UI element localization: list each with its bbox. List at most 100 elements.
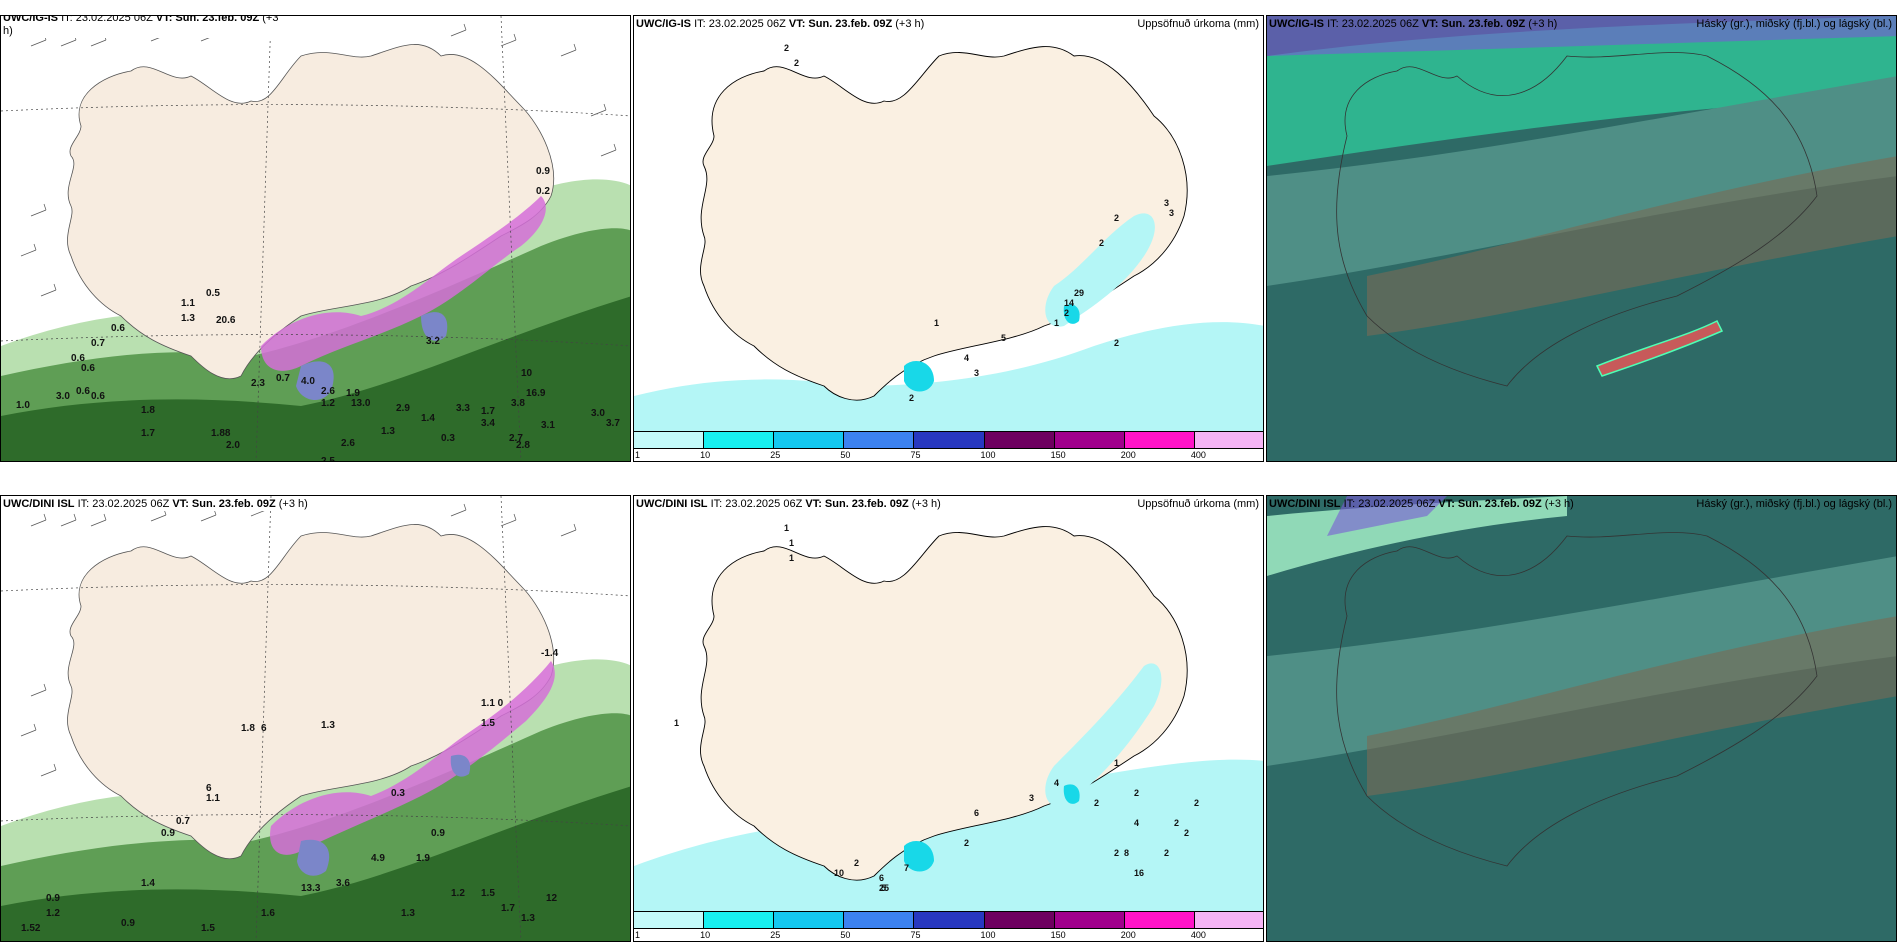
lead-time: (+3 h)	[1528, 18, 1558, 30]
map-value-label: 4.0	[301, 376, 315, 387]
map-value-label: 0.2	[536, 186, 550, 197]
precip-colorbar: 1 10 25 50 75 100 150 200 400	[634, 911, 1263, 941]
map-value-label: 2.3	[251, 378, 265, 389]
map-value-label: -1.4	[541, 648, 559, 659]
map-value-label: 1.3	[321, 720, 335, 731]
map-value-label: 3	[974, 368, 979, 378]
cloud-map-top	[1267, 16, 1896, 461]
map-value-label: 2.6	[321, 386, 335, 397]
colorbar-label: 400	[1190, 450, 1206, 460]
map-value-label: 1.1 0	[481, 698, 504, 709]
map-value-label: 0.6	[76, 386, 90, 397]
map-value-label: 1.9	[416, 853, 430, 864]
model-name: UWC/DINI ISL	[636, 498, 708, 510]
map-value-label: 2	[794, 58, 799, 68]
map-value-label: 1.7	[501, 903, 515, 914]
field-name: Uppsöfnuð úrkoma (mm)	[1137, 18, 1259, 30]
cloud-map-bot	[1267, 496, 1896, 941]
map-value-label: 2	[1164, 848, 1169, 858]
map-value-label: 6	[206, 783, 212, 794]
colorbar-swatch	[1124, 912, 1195, 928]
map-value-label: 1.7	[481, 406, 495, 417]
map-value-label: 1.3	[521, 913, 535, 924]
map-value-label: 3.0	[591, 408, 605, 419]
map-value-label: 1.8	[241, 723, 255, 734]
colorbar-label: 75	[910, 930, 921, 940]
panel-header: UWC/DINI ISL IT: 23.02.2025 06Z VT: Sun.…	[1269, 498, 1574, 511]
colorbar-label: 100	[980, 930, 996, 940]
map-value-label: 2.5	[321, 456, 335, 462]
colorbar-swatch	[634, 912, 705, 928]
panel-header: UWC/DINI ISL IT: 23.02.2025 06Z VT: Sun.…	[636, 498, 941, 511]
model-name: UWC/DINI ISL	[3, 498, 75, 510]
colorbar-label: 150	[1050, 930, 1066, 940]
map-value-label: 1.52	[21, 923, 41, 934]
precip-colorbar: 1 10 25 50 75 100 150 200 400	[634, 431, 1263, 461]
panel-top-mid-precip-map: 2 2 3 3 2 2 1 5 4 3 29 14 2 2 1 2 UWC/IG-IS IT: 23.02.2…	[633, 15, 1264, 462]
map-value-label: 1.4	[141, 878, 155, 889]
map-value-label: 8	[1124, 848, 1129, 858]
lead-time: (+3	[262, 15, 279, 24]
map-value-label: 1.88	[211, 428, 231, 439]
colorbar-swatch	[914, 432, 985, 448]
colorbar-label: 25	[770, 450, 781, 460]
colorbar-label: 1	[635, 450, 641, 460]
map-value-label: 1	[934, 318, 939, 328]
map-value-label: 3	[1164, 198, 1169, 208]
map-value-label: 1.3	[401, 908, 415, 919]
map-value-label: 4	[1054, 778, 1059, 788]
map-value-label: 2	[1114, 213, 1119, 223]
map-value-label: 13.0	[351, 398, 371, 409]
map-value-label: 0.9	[161, 828, 175, 839]
map-value-label: 0.6	[71, 353, 85, 364]
colorbar-label: 10	[700, 450, 711, 460]
panel-header: UWC/IG-IS IT: 23.02.2025 06Z VT: Sun. 23…	[1269, 18, 1557, 31]
init-time: IT: 23.02.2025 06Z	[1343, 498, 1436, 510]
colorbar-swatch	[774, 432, 845, 448]
map-value-label: 0.6	[111, 323, 125, 334]
valid-time: VT: Sun. 23.feb. 09Z	[805, 498, 909, 510]
map-value-label: 0.7	[276, 373, 290, 384]
map-value-label: 1.3	[181, 313, 195, 324]
map-value-label: 1	[789, 538, 794, 548]
map-value-label: 0.7	[176, 816, 190, 827]
valid-time: VT: Sun. 23.feb. 09Z	[1421, 18, 1526, 30]
map-value-label: 14	[1064, 298, 1074, 308]
map-value-label: 0.6	[91, 391, 105, 402]
map-value-label: 1.6	[261, 908, 275, 919]
map-value-label: 1.1	[181, 298, 195, 309]
map-value-label: 2	[1114, 338, 1119, 348]
colorbar-swatch	[774, 912, 845, 928]
model-name: UWC/IG-IS	[3, 15, 58, 24]
panel-bot-left-wind-map: -1.4 1.1 0 1.5 1.8 6 1.3 6 1.1 0.7 0.9 1.4 0.3 13.3 3…	[0, 495, 631, 942]
map-value-label: 2	[909, 393, 914, 403]
map-value-label: 7	[904, 863, 909, 873]
map-value-label: 2	[1184, 828, 1189, 838]
map-value-label: 1	[789, 553, 794, 563]
map-value-label: 12	[546, 893, 558, 904]
map-value-label: 29	[1074, 288, 1084, 298]
colorbar-swatch	[844, 432, 915, 448]
map-value-label: 1	[784, 523, 789, 533]
field-name: Háský (gr.), miðský (fj.bl.) og lágský (…	[1696, 18, 1892, 30]
init-time: IT: 23.02.2025 06Z	[77, 498, 170, 510]
init-time: IT: 23.02.2025 06Z	[710, 498, 803, 510]
model-name: UWC/IG-IS	[636, 18, 691, 30]
map-value-label: 10	[521, 368, 533, 379]
map-value-label: 6	[879, 873, 884, 883]
field-name: Háský (gr.), miðský (fj.bl.) og lágský (…	[1696, 498, 1892, 510]
lead-time: (+3 h)	[911, 498, 941, 510]
lead-time-cont: h)	[3, 25, 13, 37]
map-value-label: 2	[1114, 848, 1119, 858]
lead-time: (+3 h)	[895, 18, 925, 30]
colorbar-label: 50	[840, 930, 851, 940]
map-value-label: 3.4	[481, 418, 495, 429]
colorbar-swatch	[1124, 432, 1195, 448]
valid-time: VT: Sun. 23.feb. 09Z	[1438, 498, 1542, 510]
map-value-label: 2	[1094, 798, 1099, 808]
map-value-label: 2	[784, 43, 789, 53]
field-name: Uppsöfnuð úrkoma (mm)	[1137, 498, 1259, 510]
map-value-label: 5	[1001, 333, 1006, 343]
